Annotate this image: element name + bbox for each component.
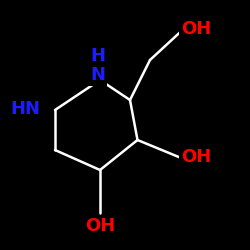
Text: OH: OH [85, 217, 115, 235]
Text: N: N [90, 66, 105, 84]
Text: OH: OH [181, 148, 212, 166]
Text: OH: OH [181, 20, 212, 38]
Text: H: H [90, 47, 105, 65]
Text: HN: HN [10, 100, 40, 118]
